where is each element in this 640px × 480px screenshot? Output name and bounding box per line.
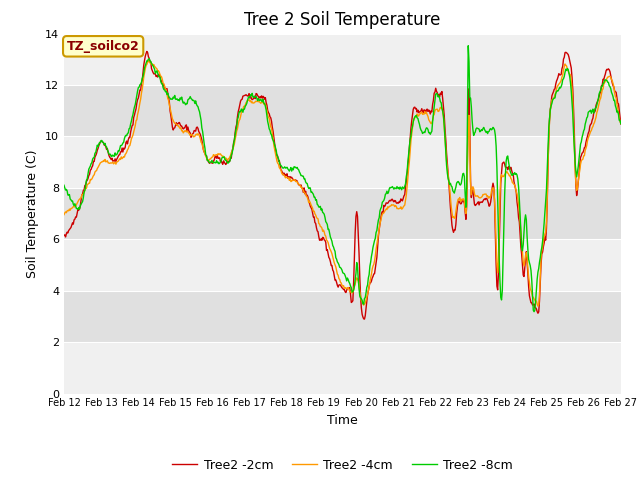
Bar (64, 136, 621, 188)
Tree2 -8cm (410, 116, 418, 121)
Tree2 -4cm (534, 303, 542, 309)
Tree2 -2cm (143, 48, 150, 54)
Tree2 -8cm (127, 118, 135, 124)
Line: Tree2 -8cm: Tree2 -8cm (64, 46, 621, 312)
Tree2 -8cm (426, 132, 434, 137)
Bar (64, 342, 621, 394)
Bar (64, 85, 621, 136)
Tree2 -2cm (617, 121, 625, 127)
Tree2 -2cm (428, 109, 436, 115)
Tree2 -4cm (127, 136, 135, 142)
Tree2 -2cm (412, 106, 419, 112)
Tree2 -4cm (145, 57, 152, 63)
Tree2 -4cm (411, 115, 419, 120)
Tree2 -2cm (70, 217, 78, 223)
Line: Tree2 -2cm: Tree2 -2cm (64, 51, 621, 319)
Tree2 -4cm (70, 203, 78, 209)
Bar (64, 291, 621, 342)
Tree2 -8cm (465, 43, 472, 48)
Tree2 -2cm (185, 128, 193, 133)
Tree2 -8cm (70, 203, 78, 208)
Legend: Tree2 -2cm, Tree2 -4cm, Tree2 -8cm: Tree2 -2cm, Tree2 -4cm, Tree2 -8cm (167, 454, 518, 477)
Tree2 -4cm (617, 120, 625, 126)
Tree2 -2cm (214, 156, 222, 161)
Tree2 -2cm (60, 232, 68, 238)
Line: Tree2 -4cm: Tree2 -4cm (64, 60, 621, 306)
Tree2 -8cm (184, 97, 192, 103)
Tree2 -8cm (60, 182, 68, 188)
Tree2 -8cm (617, 121, 625, 127)
Bar (64, 34, 621, 85)
Tree2 -8cm (530, 309, 538, 314)
Tree2 -8cm (214, 160, 221, 166)
Tree2 -4cm (214, 151, 222, 156)
Tree2 -4cm (185, 130, 193, 136)
X-axis label: Time: Time (327, 414, 358, 427)
Tree2 -4cm (428, 121, 435, 127)
Bar (64, 240, 621, 291)
Tree2 -2cm (127, 126, 135, 132)
Title: Tree 2 Soil Temperature: Tree 2 Soil Temperature (244, 11, 440, 29)
Y-axis label: Soil Temperature (C): Soil Temperature (C) (26, 149, 40, 278)
Tree2 -4cm (60, 212, 68, 217)
Text: TZ_soilco2: TZ_soilco2 (67, 40, 140, 53)
Bar (64, 188, 621, 240)
Tree2 -2cm (360, 316, 368, 322)
